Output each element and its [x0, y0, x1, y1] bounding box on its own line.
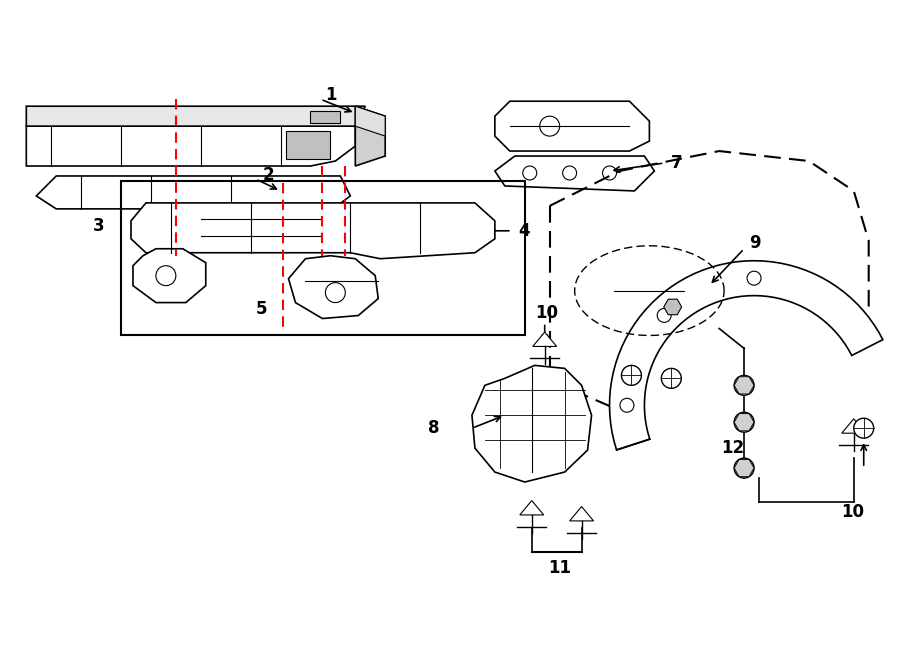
- Polygon shape: [356, 106, 385, 166]
- Polygon shape: [734, 414, 754, 431]
- Circle shape: [622, 366, 642, 385]
- Polygon shape: [289, 256, 378, 319]
- Text: 11: 11: [548, 559, 571, 577]
- Polygon shape: [472, 366, 591, 482]
- Text: 2: 2: [263, 166, 274, 184]
- Circle shape: [620, 399, 634, 412]
- Polygon shape: [26, 106, 365, 126]
- Bar: [121, 181, 525, 336]
- Polygon shape: [143, 219, 382, 249]
- Polygon shape: [520, 500, 544, 515]
- Text: 6: 6: [201, 210, 212, 228]
- Circle shape: [854, 418, 874, 438]
- Text: 1: 1: [326, 86, 337, 104]
- Text: 10: 10: [841, 503, 864, 521]
- Polygon shape: [570, 506, 594, 521]
- Polygon shape: [26, 126, 356, 166]
- Circle shape: [734, 458, 754, 478]
- Circle shape: [662, 368, 681, 388]
- Circle shape: [734, 375, 754, 395]
- Polygon shape: [734, 377, 754, 394]
- Polygon shape: [356, 106, 385, 136]
- Text: 8: 8: [428, 419, 439, 437]
- Circle shape: [657, 309, 671, 323]
- Polygon shape: [609, 260, 883, 450]
- Polygon shape: [842, 419, 866, 433]
- Polygon shape: [36, 176, 350, 216]
- Bar: [285, 131, 330, 159]
- Text: 7: 7: [671, 154, 683, 172]
- Polygon shape: [533, 332, 557, 346]
- Polygon shape: [663, 299, 681, 315]
- Text: 4: 4: [518, 222, 529, 240]
- Polygon shape: [495, 156, 654, 191]
- Polygon shape: [131, 203, 495, 258]
- Text: 3: 3: [93, 217, 104, 235]
- Polygon shape: [133, 249, 206, 303]
- Circle shape: [734, 412, 754, 432]
- Text: 10: 10: [535, 303, 558, 321]
- Circle shape: [747, 271, 761, 285]
- Text: 12: 12: [721, 439, 744, 457]
- Bar: [310, 111, 340, 123]
- Text: 5: 5: [256, 299, 267, 317]
- Polygon shape: [495, 101, 650, 151]
- Text: 9: 9: [749, 234, 760, 252]
- Polygon shape: [734, 459, 754, 477]
